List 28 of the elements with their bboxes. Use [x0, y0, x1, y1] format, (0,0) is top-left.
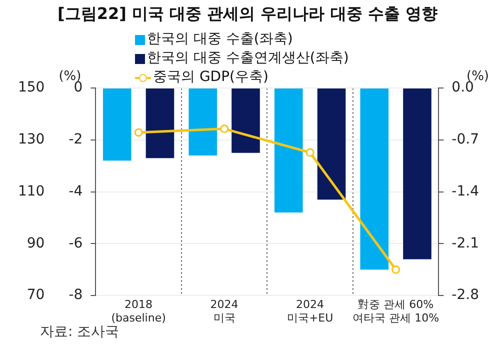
point [306, 148, 314, 157]
y2-tick-label: -1.4 [452, 183, 480, 200]
y-tick-label: -6 [68, 235, 83, 252]
y2-tick-label: -2.1 [452, 235, 480, 252]
legend-label: 한국의 대중 수출(좌축) [147, 30, 293, 49]
y-tick-label: -2 [68, 132, 83, 148]
point [134, 128, 143, 137]
legend-label: 한국의 대중 수출연계생산(좌축) [147, 49, 349, 68]
y3-tick-label: 130 [18, 132, 45, 148]
y2-tick-label: 0.0 [452, 80, 474, 96]
text: 자료: 조사국 [40, 323, 120, 341]
y3-tick-label: 70 [26, 287, 45, 304]
y2-tick-label: -0.7 [452, 132, 480, 148]
y3-tick-label: 110 [18, 183, 45, 200]
y3-tick-label: 90 [26, 235, 45, 252]
y2-tick-label: -2.8 [452, 287, 480, 304]
point [220, 124, 229, 134]
y-tick-label: 0 [74, 80, 83, 96]
y3-tick-label: 150 [18, 80, 45, 96]
x-tick-label: 2024 미국 [210, 298, 238, 324]
chart-title: [그림22] 미국 대중 관세의 우리나라 대중 수출 영향 [56, 4, 438, 25]
legend-label: 중국의 GDP(우축) [153, 68, 268, 87]
x-tick-label: 2018 (baseline) [111, 298, 166, 324]
point [392, 265, 400, 274]
y-tick-label: -8 [68, 287, 83, 304]
x-tick-label: 對중 관세 60% 여타국 관세 10% [352, 298, 440, 324]
x-tick-label: 2024 미국+EU [286, 298, 334, 324]
y-tick-label: -4 [68, 183, 83, 200]
